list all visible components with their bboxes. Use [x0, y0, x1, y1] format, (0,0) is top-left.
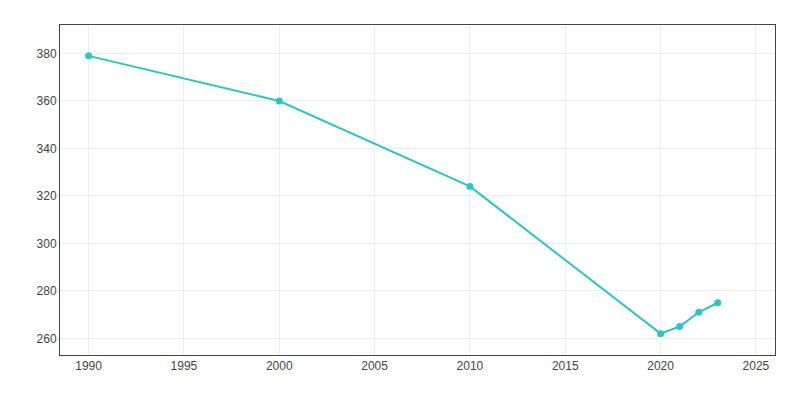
svg-text:280: 280 — [37, 284, 57, 298]
svg-text:2015: 2015 — [552, 359, 579, 373]
svg-text:320: 320 — [37, 189, 57, 203]
svg-text:1995: 1995 — [171, 359, 198, 373]
svg-text:1990: 1990 — [75, 359, 102, 373]
svg-text:340: 340 — [37, 142, 57, 156]
svg-text:2005: 2005 — [361, 359, 388, 373]
svg-text:2020: 2020 — [647, 359, 674, 373]
svg-text:2000: 2000 — [266, 359, 293, 373]
svg-text:300: 300 — [37, 237, 57, 251]
svg-text:260: 260 — [37, 332, 57, 346]
svg-text:380: 380 — [37, 47, 57, 61]
svg-text:2010: 2010 — [457, 359, 484, 373]
svg-text:360: 360 — [37, 94, 57, 108]
svg-text:2025: 2025 — [743, 359, 770, 373]
